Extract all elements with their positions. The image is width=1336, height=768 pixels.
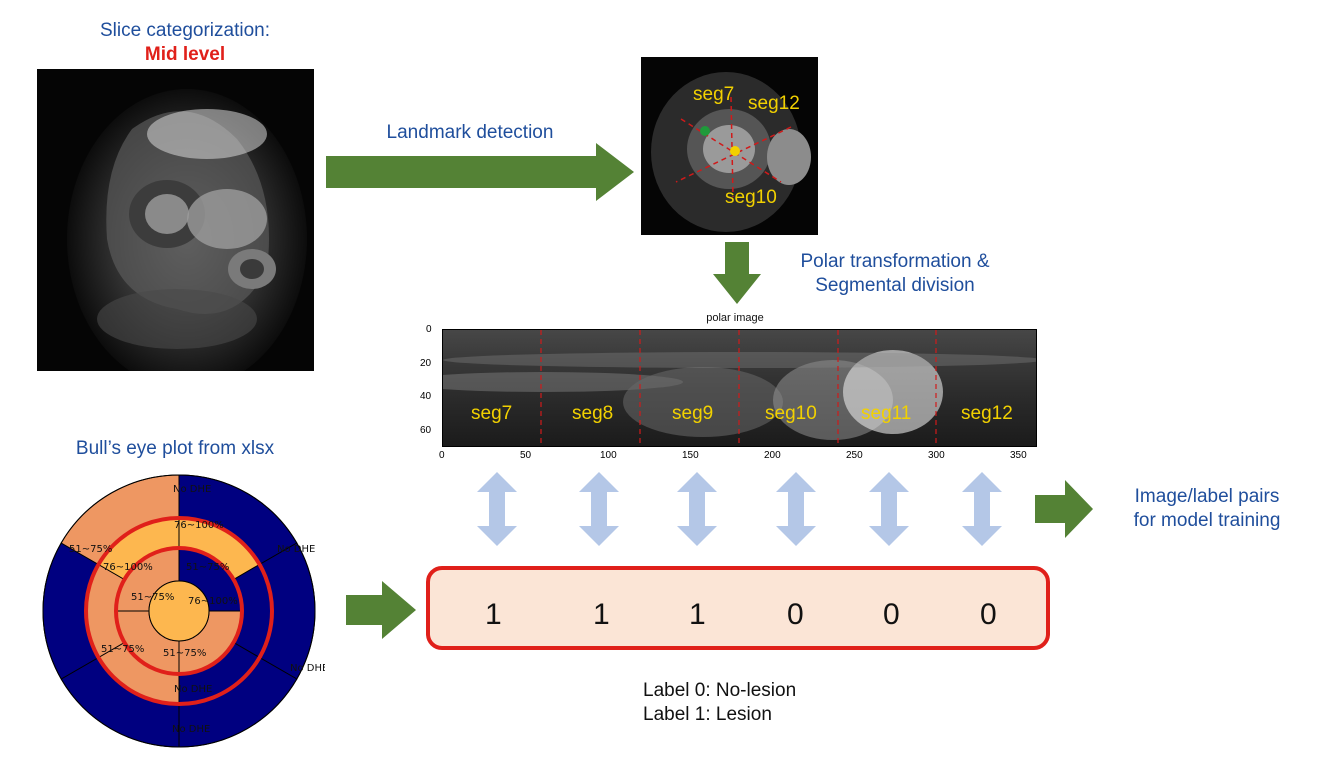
mri-slice-image [37,69,314,371]
polar-plot-area: seg7 seg8 seg9 seg10 seg11 seg12 [442,329,1037,447]
polar-y-tick: 40 [420,391,432,402]
label-box: 1 1 1 0 0 0 [426,566,1050,650]
double-arrow-2 [579,472,619,546]
label-value: 0 [980,598,997,631]
polar-caption: Polar transformation & Segmental divisio… [764,250,1026,298]
polar-seg-6: seg12 [961,403,1013,424]
mri-slice-graphic [67,89,307,371]
double-arrow-6 [962,472,1002,546]
polar-y-tick: 0 [426,324,432,335]
label-value: 1 [485,598,502,631]
bullseye-label: 76~100% [188,596,238,607]
polar-x-tick: 50 [520,450,532,461]
landmark-seg-bottom: seg10 [725,187,777,208]
bullseye-label: 51~75% [69,544,112,555]
bullseye-caption: Bull’s eye plot from xlsx [75,438,275,459]
polar-x-tick: 100 [600,450,617,461]
label-value: 1 [689,598,706,631]
bullseye-label: No DHE [290,663,325,674]
landmark-graphic [651,72,811,232]
landmark-image: seg7 seg12 seg10 [641,57,818,235]
polar-x-tick: 350 [1010,450,1027,461]
landmark-detection-label: Landmark detection [386,122,554,143]
polar-seg-5: seg11 [861,403,912,424]
bullseye-label: 51~75% [101,644,144,655]
pairs-line-2: for model training [1133,510,1281,531]
bullseye-label: No DHE [174,684,212,695]
polar-seg-3: seg9 [672,403,714,424]
bullseye-label: 76~100% [174,520,224,531]
bullseye-label: No DHE [172,724,210,735]
double-arrow-5 [869,472,909,546]
polar-x-tick: 300 [928,450,945,461]
arrow-pairs [1035,480,1093,538]
bullseye-label: No DHE [173,484,211,495]
bullseye-label: 51~75% [186,562,229,573]
double-arrow-1 [477,472,517,546]
polar-seg-1: seg7 [471,403,513,424]
arrow-bullseye [346,581,416,639]
landmark-seg-top-right: seg12 [748,93,800,114]
bullseye-label: No DHE [277,544,315,555]
bullseye-label: 76~100% [103,562,153,573]
double-arrow-3 [677,472,717,546]
label-value: 0 [787,598,804,631]
polar-y-tick: 20 [420,358,432,369]
bullseye-label: 51~75% [163,648,206,659]
polar-texture [443,330,1036,446]
arrow-landmark [326,143,634,201]
polar-image-title: polar image [706,312,764,324]
pairs-line-1: Image/label pairs [1134,486,1280,507]
label-value: 0 [883,598,900,631]
slice-caption: Slice categorization: Mid level [40,19,330,67]
double-arrow-4 [776,472,816,546]
landmark-seg-top-left: seg7 [693,84,735,105]
bullseye-label: 51~75% [131,592,174,603]
polar-x-tick: 0 [439,450,445,461]
polar-x-tick: 250 [846,450,863,461]
polar-image-chart: polar image seg7 seg8 seg9 seg10 seg11 s… [420,312,1050,462]
polar-line-2: Segmental division [815,275,975,296]
arrow-down-polar [713,242,761,304]
polar-y-tick: 60 [420,425,432,436]
label-value: 1 [593,598,610,631]
mid-level-label: Mid level [144,44,226,65]
polar-x-tick: 150 [682,450,699,461]
polar-seg-2: seg8 [572,403,614,424]
bullseye-plot: No DHE No DHE 51~75% 76~100% 76~100% No … [42,474,325,748]
polar-x-tick: 200 [764,450,781,461]
legend-line-2: Label 1: Lesion [643,704,772,725]
legend-line-1: Label 0: No-lesion [643,680,797,701]
slice-categorization-label: Slice categorization: [99,20,271,41]
polar-seg-4: seg10 [765,403,817,424]
label-legend: Label 0: No-lesion Label 1: Lesion [643,679,903,727]
pairs-caption: Image/label pairs for model training [1097,485,1317,533]
polar-line-1: Polar transformation & [800,251,990,272]
